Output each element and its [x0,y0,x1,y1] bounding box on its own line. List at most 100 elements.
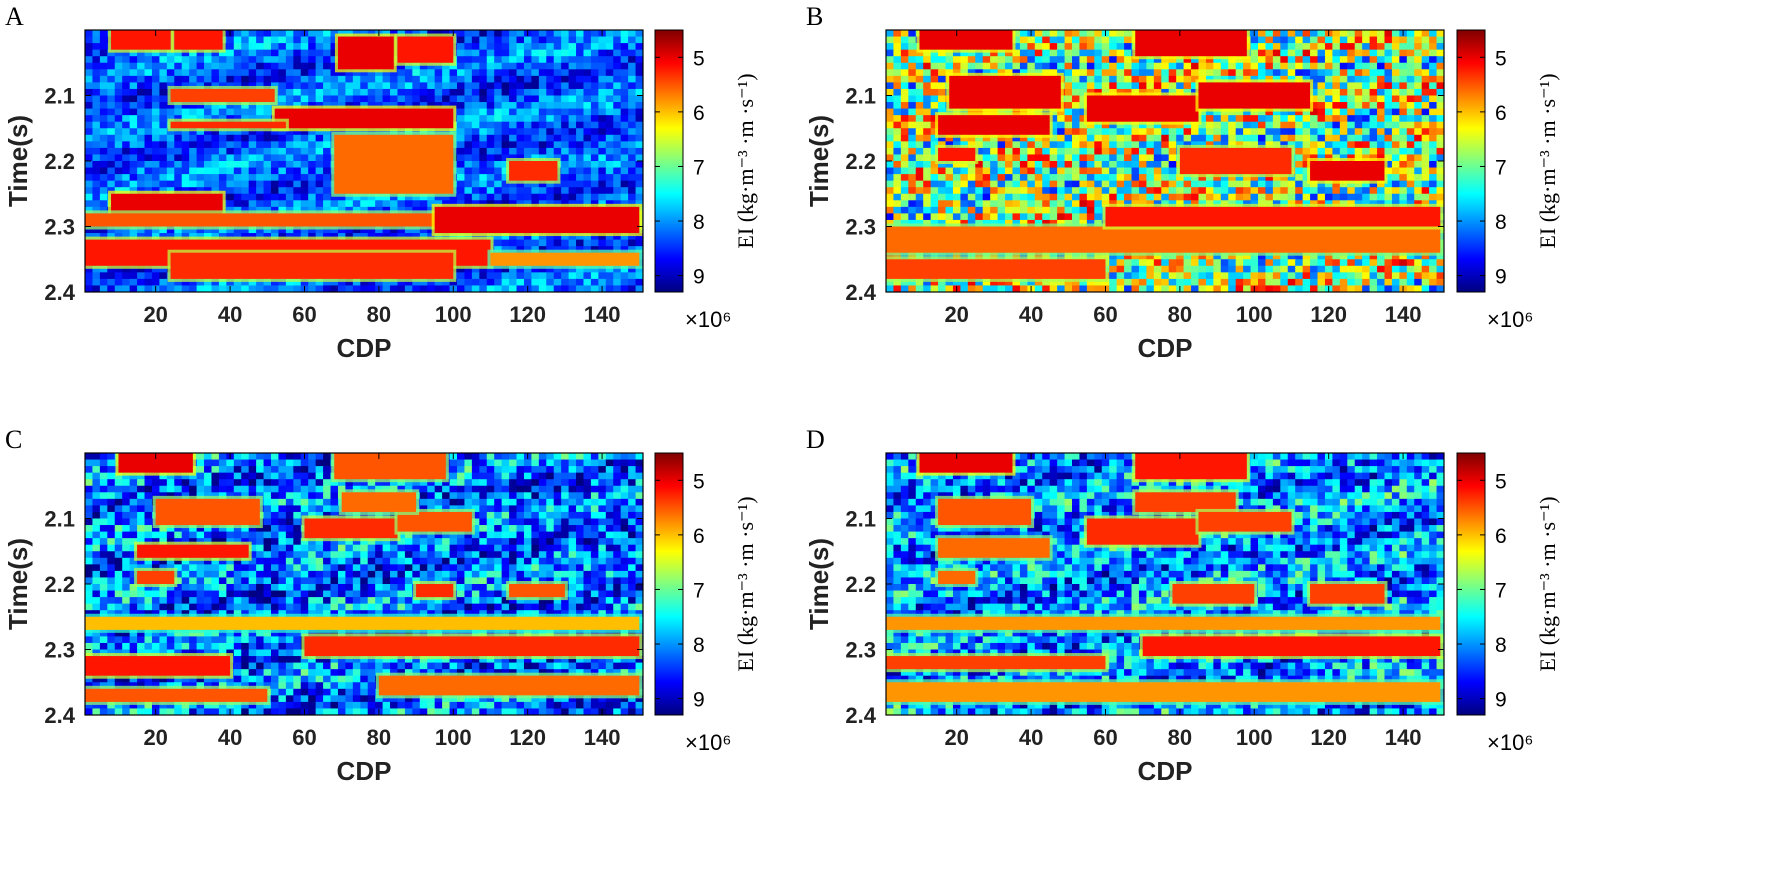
heatmap-cell [293,226,302,234]
heatmap-cell [516,134,525,142]
heatmap-cell [99,49,108,57]
heatmap-cell [151,49,160,57]
heatmap-cell [248,161,257,169]
heatmap-cell [1109,174,1118,182]
heatmap-cell [129,82,138,90]
heatmap-cell [583,239,592,247]
heatmap-cell [583,49,592,57]
heatmap-cell [1332,187,1341,195]
heatmap-cell [464,187,473,195]
heatmap-cell [159,154,168,162]
heatmap-cell [241,75,250,83]
heatmap-cell [1258,180,1267,188]
heatmap-cell [1399,154,1408,162]
heatmap-cell [1421,121,1430,129]
heatmap-cell [516,102,525,110]
heatmap-cell [1243,180,1252,188]
heatmap-cell [1086,161,1095,169]
heatmap-cell [1391,167,1400,175]
heatmap-cell [174,278,183,287]
heatmap-cell [352,278,361,287]
heatmap-cell [471,134,480,142]
heatmap-cell [1258,69,1267,77]
heatmap-cell [494,272,503,280]
heatmap-cell [442,88,451,97]
heatmap-cell [92,272,101,280]
heatmap-cell [1414,180,1423,188]
heatmap-cell [1168,141,1177,149]
heatmap-cell [114,154,123,162]
heatmap-cell [92,88,101,97]
heatmap-cell [1131,69,1140,77]
heatmap-cell [1310,95,1319,103]
heatmap-cell [620,69,629,77]
heatmap-cell [107,49,116,57]
heatmap-feature [108,190,226,223]
heatmap-cell [464,69,473,77]
heatmap-cell [1250,174,1259,182]
heatmap-cell [1124,75,1133,83]
heatmap-cell [256,102,265,110]
heatmap-cell [248,200,257,208]
heatmap-cell [129,56,138,64]
heatmap-cell [189,49,198,57]
heatmap-cell [1124,174,1133,182]
heatmap-cell [1391,56,1400,64]
heatmap-cell [1339,75,1348,83]
heatmap-cell [1086,82,1095,90]
heatmap-cell [531,272,540,280]
heatmap-cell [635,134,643,142]
heatmap-cell [241,30,250,38]
heatmap-cell [367,278,376,287]
heatmap-cell [1057,43,1066,51]
heatmap-cell [85,278,94,287]
heatmap-cell [1317,134,1326,142]
heatmap-cell [159,95,168,103]
heatmap-cell [1317,36,1326,44]
heatmap-cell [1384,167,1393,175]
heatmap-cell [553,43,562,51]
heatmap-cell [1272,30,1281,38]
heatmap-cell [382,82,391,90]
heatmap-cell [1369,82,1378,90]
heatmap-cell [464,278,473,287]
heatmap-cell [144,134,153,142]
heatmap-cell [613,75,622,83]
heatmap-cell [1317,128,1326,136]
heatmap-cell [330,285,339,292]
heatmap-cell [915,56,924,64]
heatmap-cell [893,128,902,136]
heatmap-cell [293,167,302,175]
heatmap-cell [923,108,932,116]
heatmap-cell [568,285,577,292]
heatmap-cell [248,174,257,182]
heatmap-cell [523,278,532,287]
heatmap-cell [620,154,629,162]
heatmap-cell [218,180,227,188]
heatmap-cell [590,95,599,103]
heatmap-cell [990,154,999,162]
heatmap-cell [1153,167,1162,175]
heatmap-feature [271,105,457,132]
heatmap-cell [166,161,175,169]
heatmap-cell [1324,141,1333,149]
heatmap-cell [271,180,280,188]
heatmap-cell [122,95,131,103]
heatmap-cell [1332,82,1341,90]
heatmap-cell [122,75,131,83]
heatmap-cell [900,193,909,201]
heatmap-cell [975,174,984,182]
heatmap-cell [1168,56,1177,64]
heatmap-cell [129,285,138,292]
heatmap-cell [1094,49,1103,57]
heatmap-cell [1391,134,1400,142]
heatmap-cell [1287,69,1296,77]
heatmap-cell [1332,30,1341,38]
heatmap-cell [1399,62,1408,70]
heatmap-cell [598,62,607,70]
heatmap-cell [1138,147,1147,156]
heatmap-cell [92,161,101,169]
heatmap-cell [241,56,250,64]
heatmap-cell [151,154,160,162]
